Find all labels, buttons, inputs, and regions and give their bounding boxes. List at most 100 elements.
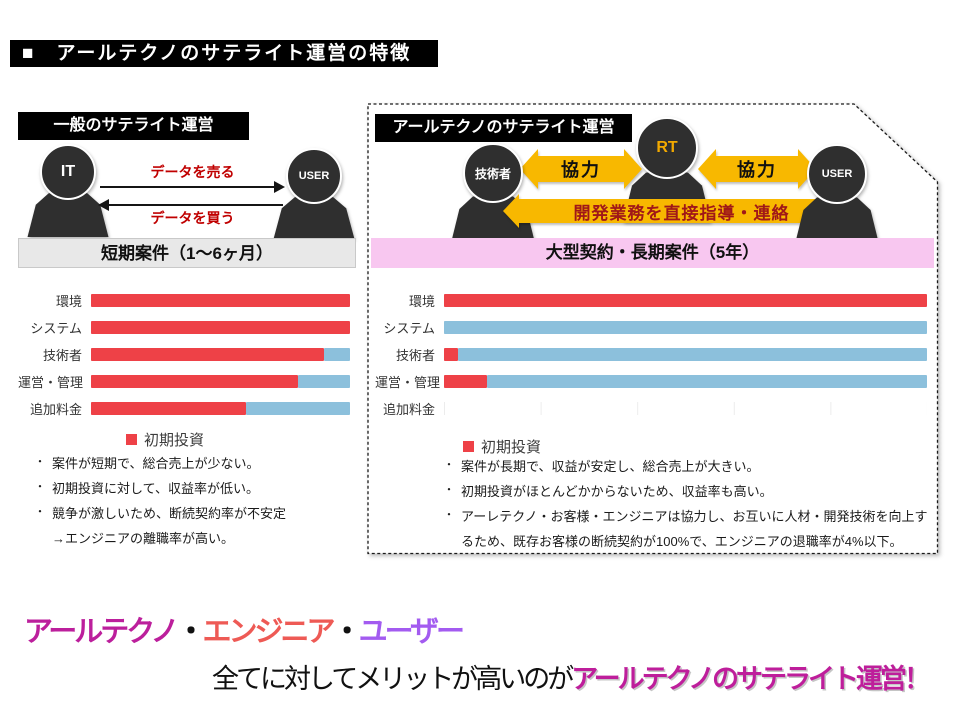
bullet-item: ・競争が激しいため、断続契約率が不安定: [28, 502, 363, 527]
person-it-head-icon: IT: [40, 144, 96, 200]
footer-text-segment: ・: [176, 616, 206, 648]
chart-category-label: 技術者: [395, 348, 435, 363]
chart-track: [91, 375, 350, 388]
bullet-marker: [28, 527, 52, 552]
arrowhead-right-icon: [624, 149, 642, 189]
bullet-item: ・案件が長期で、収益が安定し、総合売上が大きい。: [437, 455, 937, 480]
chart-row: 追加料金: [375, 395, 927, 422]
sell-data-label: データを売る: [150, 164, 235, 180]
chart-row: 技術者: [18, 341, 350, 368]
chart-bar-segment: [91, 375, 299, 388]
chart-row: 環境: [375, 287, 927, 314]
bullet-text: 初期投資がほとんどかからないため、収益率も高い。: [461, 483, 773, 499]
bullet-item: →エンジニアの離職率が高い。: [28, 527, 363, 552]
footer-text-segment: ユーザー: [358, 616, 465, 648]
bullet-text: 案件が長期で、収益が安定し、総合売上が大きい。: [461, 459, 760, 474]
arrow-left-icon: [98, 199, 283, 211]
coop-arrow-right-label: 協力: [716, 156, 798, 182]
bullet-marker: ・: [34, 480, 46, 493]
chart-row: 技術者: [375, 341, 927, 368]
chart-category-label: 運営・管理: [375, 375, 441, 390]
bullet-marker: ・: [443, 483, 455, 496]
bullet-text: 競争が激しいため、断続契約率が不安定: [52, 505, 287, 521]
person-engineer-label: 技術者: [474, 166, 511, 181]
legend-label: 初期投資: [481, 439, 542, 456]
chart-category-label: システム: [383, 321, 435, 336]
chart-bar-segment: [458, 348, 927, 361]
footer-text-segment: ・: [332, 616, 362, 648]
chart-bar-segment: [246, 402, 350, 415]
person-user-right-label: USER: [821, 168, 853, 180]
arrowhead-left-icon: [698, 149, 716, 189]
chart-category-label: システム: [30, 321, 82, 336]
person-user-left-label: USER: [298, 170, 330, 182]
person-it: IT: [22, 144, 114, 237]
legend-swatch-icon: [463, 441, 474, 452]
chart-row: 追加料金: [18, 395, 350, 422]
arrowhead-left-icon: [503, 194, 519, 228]
left-bar-chart: 環境システム技術者運営・管理追加料金: [18, 287, 350, 422]
right-panel-header: アールテクノのサテライト運営: [375, 114, 632, 142]
chart-track: [444, 375, 927, 388]
person-user-left-head-icon: USER: [286, 148, 342, 204]
chart-category-label: 追加料金: [382, 402, 435, 417]
left-legend: 初期投資: [126, 429, 204, 450]
chart-track: [91, 294, 350, 307]
right-legend: 初期投資: [463, 436, 541, 457]
coop-arrow-left: 協力: [520, 149, 642, 189]
chart-row: 環境: [18, 287, 350, 314]
chart-track: [91, 348, 350, 361]
chart-bar-segment: [91, 294, 350, 307]
chart-category-label: 技術者: [42, 348, 82, 363]
chart-category-label: 運営・管理: [18, 375, 84, 390]
chart-bar-segment: [324, 348, 350, 361]
left-panel-header: 一般のサテライト運営: [18, 112, 249, 140]
chart-bar-segment: [91, 348, 325, 361]
chart-track: [444, 294, 927, 307]
direct-guidance-arrow: 開発業務を直接指導・連絡: [503, 194, 860, 228]
footer-text-segment: 全てに対してメリットが高いのが: [212, 664, 574, 694]
bullet-text: 案件が短期で、総合売上が少ない。: [52, 456, 260, 471]
chart-track: [91, 402, 350, 415]
person-user-right: USER: [789, 144, 885, 245]
chart-bar-segment: [487, 375, 927, 388]
chart-track: [444, 402, 927, 415]
right-bullet-list: ・案件が長期で、収益が安定し、総合売上が大きい。・初期投資がほとんどかからないた…: [437, 455, 937, 555]
bullet-item: ・案件が短期で、総合売上が少ない。: [28, 452, 363, 477]
chart-category-label: 追加料金: [29, 402, 82, 417]
right-term-banner: 大型契約・長期案件（5年）: [371, 238, 934, 268]
footer-text-segment: アールテクノのサテライト運営！: [571, 664, 931, 694]
left-term-banner: 短期案件（1～6ヶ月）: [18, 238, 356, 268]
chart-row: システム: [375, 314, 927, 341]
chart-bar-segment: [444, 375, 488, 388]
bullet-item: ・初期投資がほとんどかからないため、収益率も高い。: [437, 480, 937, 505]
bullet-marker: ・: [34, 505, 46, 518]
person-user-right-head-icon: USER: [807, 144, 867, 204]
bullet-item: ・アーレテクノ・お客様・エンジニアは協力し、お互いに人材・開発技術を向上するため…: [437, 505, 937, 555]
chart-category-label: 環境: [408, 294, 435, 309]
legend-swatch-icon: [126, 434, 137, 445]
person-engineer-head-icon: 技術者: [463, 143, 523, 203]
person-engineer: 技術者: [445, 143, 541, 244]
direct-guidance-label: 開発業務を直接指導・連絡: [519, 199, 844, 223]
chart-row: システム: [18, 314, 350, 341]
chart-bar-segment: [91, 402, 247, 415]
chart-row: 運営・管理: [375, 368, 927, 395]
chart-bar-segment: [91, 321, 350, 334]
person-rt-label: RT: [656, 139, 678, 156]
footer-conclusion-line: 全てに対してメリットが高いのがアールテクノのサテライト運営！: [212, 657, 931, 696]
person-user-left: USER: [268, 148, 360, 239]
chart-row: 運営・管理: [18, 368, 350, 395]
right-panel: アールテクノのサテライト運営 技術者 RT USER 協力: [367, 103, 939, 555]
footer-text-segment: アールテクノ: [24, 616, 180, 648]
bullet-text: アーレテクノ・お客様・エンジニアは協力し、お互いに人材・開発技術を向上するため、…: [461, 508, 928, 549]
left-bullet-list: ・案件が短期で、総合売上が少ない。・初期投資に対して、収益率が低い。・競争が激し…: [28, 452, 363, 552]
footer-actors-line: アールテクノ・エンジニア・ユーザー: [24, 608, 465, 650]
bullet-text: 初期投資に対して、収益率が低い。: [52, 480, 259, 496]
bullet-marker: ・: [34, 456, 46, 468]
bullet-marker: ・: [443, 459, 455, 471]
arrow-right-icon: [100, 181, 285, 193]
person-rt-head-icon: RT: [636, 117, 698, 179]
bullet-text: →エンジニアの離職率が高い。: [52, 530, 235, 546]
